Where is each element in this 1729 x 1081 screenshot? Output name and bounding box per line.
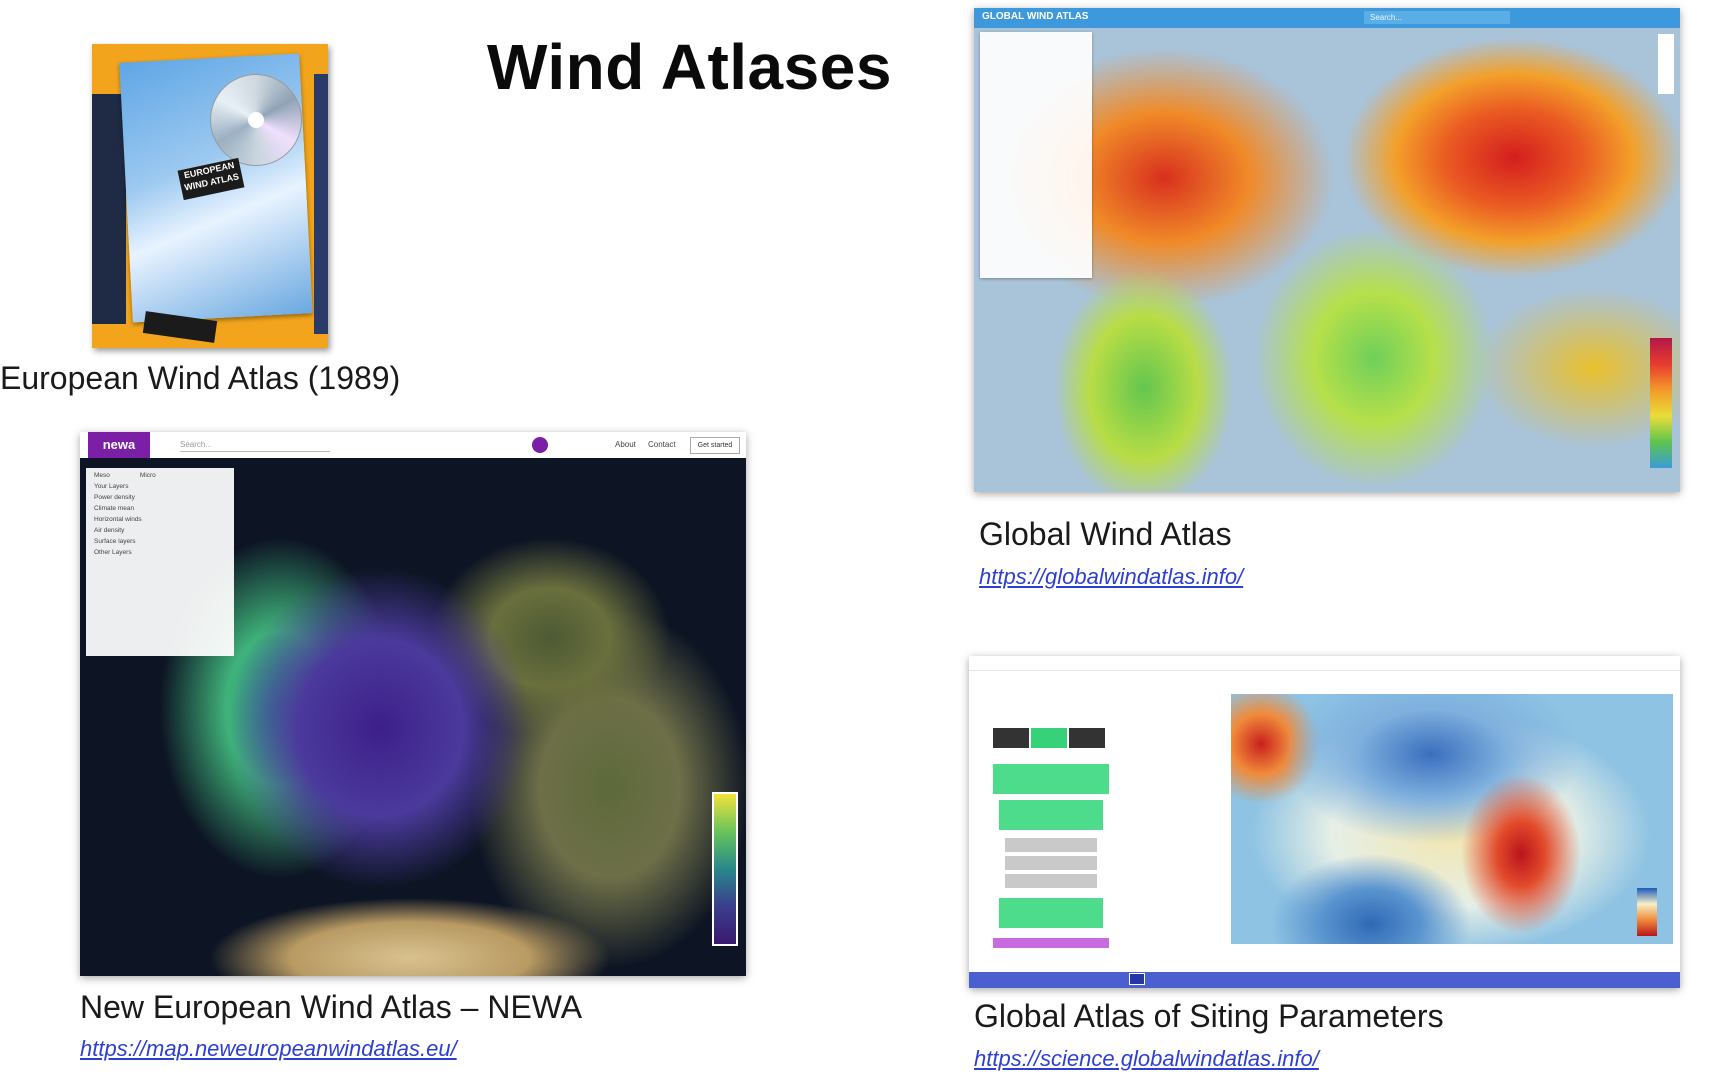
- gasp-list-item[interactable]: [1005, 856, 1097, 870]
- book-edge: [314, 74, 328, 334]
- gasp-option-button[interactable]: [993, 728, 1029, 748]
- global-wind-atlas-screenshot[interactable]: GLOBAL WIND ATLAS Search...: [974, 8, 1680, 492]
- gasp-group-block[interactable]: [993, 764, 1109, 794]
- gasp-screenshot[interactable]: [969, 656, 1680, 988]
- cd-disc-icon: [210, 74, 302, 166]
- gwa-color-legend: [1650, 338, 1672, 468]
- gasp-list-item[interactable]: [1005, 838, 1097, 852]
- gasp-action-bar[interactable]: [993, 938, 1109, 948]
- gasp-group-block[interactable]: [999, 898, 1103, 928]
- newa-header-bar: newa Search... About Contact Get started: [80, 432, 746, 459]
- user-avatar[interactable]: [532, 437, 548, 453]
- layer-item[interactable]: Other Layers: [94, 549, 132, 556]
- newa-nav-contact[interactable]: Contact: [648, 440, 676, 449]
- layer-item[interactable]: Climate mean: [94, 505, 135, 512]
- gwa-panel-row[interactable]: [980, 32, 1092, 34]
- gasp-footer: [969, 972, 1680, 988]
- tab-micro[interactable]: Micro: [139, 472, 156, 479]
- newa-search-input[interactable]: Search...: [180, 439, 330, 452]
- gasp-parameter-map[interactable]: [1231, 694, 1673, 944]
- get-started-button[interactable]: Get started: [690, 437, 740, 454]
- gasp-top-bar: [969, 656, 1680, 671]
- gasp-link[interactable]: https://science.globalwindatlas.info/: [974, 1046, 1319, 1071]
- book-spine: [92, 94, 126, 324]
- layer-item[interactable]: Horizontal winds: [94, 516, 142, 523]
- tab-meso[interactable]: Meso: [94, 472, 110, 479]
- eu-flag-icon: [1129, 973, 1145, 985]
- gwa-map-tools[interactable]: [1658, 34, 1674, 94]
- newa-layers-panel[interactable]: Meso Micro Your Layers Power density Cli…: [86, 468, 234, 656]
- gwa-header-bar: GLOBAL WIND ATLAS Search...: [974, 8, 1680, 28]
- newa-color-legend: [712, 792, 738, 946]
- layer-item[interactable]: Power density: [94, 494, 135, 501]
- gasp-group-block[interactable]: [999, 800, 1103, 830]
- gasp-option-button-active[interactable]: [1031, 728, 1067, 748]
- gasp-caption: Global Atlas of Siting Parameters: [974, 998, 1444, 1034]
- gwa-layers-panel[interactable]: [980, 32, 1092, 278]
- newa-nav-about[interactable]: About: [615, 440, 636, 449]
- newa-screenshot[interactable]: newa Search... About Contact Get started…: [80, 432, 746, 976]
- gwa-search-input[interactable]: Search...: [1364, 11, 1510, 24]
- european-wind-atlas-cover: EUROPEAN WIND ATLAS: [92, 44, 328, 348]
- european-atlas-caption: European Wind Atlas (1989): [0, 360, 401, 396]
- gasp-list-item[interactable]: [1005, 874, 1097, 888]
- layer-item[interactable]: Your Layers: [94, 483, 129, 490]
- gwa-app-title: GLOBAL WIND ATLAS: [982, 11, 1089, 22]
- slide-title: Wind Atlases: [487, 31, 892, 103]
- newa-logo[interactable]: newa: [88, 432, 150, 458]
- gwa-caption: Global Wind Atlas: [979, 516, 1232, 552]
- gasp-color-legend: [1637, 888, 1657, 936]
- layer-item[interactable]: Surface layers: [94, 538, 136, 545]
- gasp-option-button[interactable]: [1069, 728, 1105, 748]
- layer-item[interactable]: Air density: [94, 527, 125, 534]
- newa-caption: New European Wind Atlas – NEWA: [80, 989, 583, 1025]
- gwa-link[interactable]: https://globalwindatlas.info/: [979, 564, 1244, 589]
- newa-link[interactable]: https://map.neweuropeanwindatlas.eu/: [80, 1036, 457, 1061]
